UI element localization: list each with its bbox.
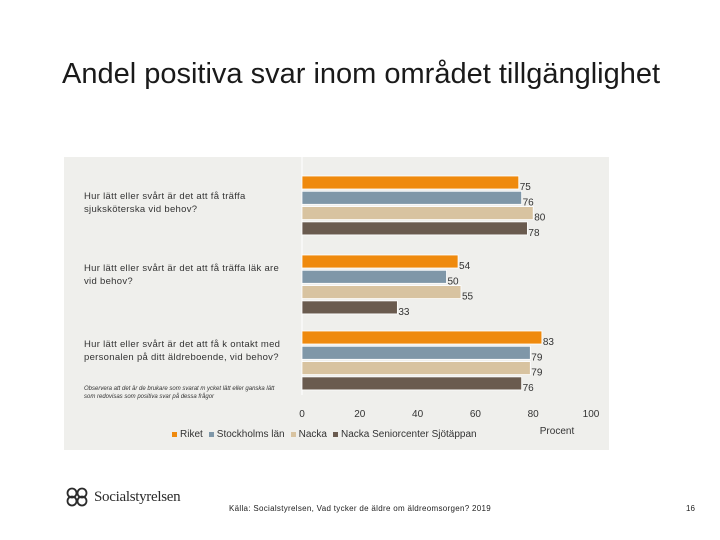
legend-swatch xyxy=(208,432,214,437)
question-label-1: Hur lätt eller svårt är det att få träff… xyxy=(84,191,246,215)
legend-item-nacka: Nacka xyxy=(290,429,327,440)
data-label: 76 xyxy=(523,383,535,394)
x-tick-label: 40 xyxy=(412,409,424,420)
logo-mark-icon xyxy=(66,487,88,507)
data-label: 54 xyxy=(459,261,471,272)
x-tick-label: 0 xyxy=(299,409,305,420)
bar-1-2 xyxy=(301,190,523,205)
data-label: 83 xyxy=(543,337,555,348)
legend-item-nacka-seniorcenter: Nacka Seniorcenter Sjötäppan xyxy=(332,429,477,440)
chart-legend: Riket Stockholms län Nacka Nacka Seniorc… xyxy=(172,429,477,440)
bar-3-4 xyxy=(301,376,523,391)
legend-swatch xyxy=(290,432,296,437)
legend-label: Stockholms län xyxy=(216,429,285,440)
data-label: 75 xyxy=(520,182,532,193)
bar-3-1 xyxy=(301,330,543,345)
data-label: 55 xyxy=(462,292,474,303)
bar-1-1 xyxy=(301,175,520,190)
bar-3-2 xyxy=(301,345,531,360)
data-label: 80 xyxy=(534,213,546,224)
x-tick-label: 100 xyxy=(583,409,600,420)
legend-swatch xyxy=(172,432,177,437)
slide-title: Andel positiva svar inom området tillgän… xyxy=(62,58,661,90)
data-label: 33 xyxy=(398,307,410,318)
bar-3-3 xyxy=(301,361,531,376)
chart-panel: 75 76 80 78 54 50 55 33 83 79 79 76 0 20 40 60 80 100 Proc… xyxy=(64,157,609,450)
bar-2-2 xyxy=(301,269,447,284)
x-tick-label: 60 xyxy=(470,409,482,420)
logo-wordmark: Socialstyrelsen xyxy=(94,488,181,505)
socialstyrelsen-logo: Socialstyrelsen xyxy=(64,487,181,507)
bar-2-4 xyxy=(301,300,398,315)
question-label-2: Hur lätt eller svårt är det att få träff… xyxy=(84,263,280,287)
legend-label: Nacka xyxy=(298,429,327,440)
data-label: 78 xyxy=(528,228,540,239)
data-label: 50 xyxy=(448,276,460,287)
page-number: 16 xyxy=(686,504,695,513)
question-label-3: Hur lätt eller svårt är det att få k ont… xyxy=(84,339,281,363)
bar-2-1 xyxy=(301,254,459,269)
x-tick-label: 80 xyxy=(528,409,540,420)
bar-1-3 xyxy=(301,206,534,220)
bar-1-4 xyxy=(301,221,528,236)
data-label: 79 xyxy=(531,368,543,379)
legend-label: Nacka Seniorcenter Sjötäppan xyxy=(340,429,477,440)
data-label: 76 xyxy=(523,197,535,208)
x-axis-title: Procent xyxy=(540,426,575,437)
x-tick-label: 20 xyxy=(354,409,366,420)
source-text: Källa: Socialstyrelsen, Vad tycker de äl… xyxy=(229,504,492,513)
legend-swatch xyxy=(332,432,338,437)
legend-item-riket: Riket xyxy=(172,429,203,440)
data-label: 79 xyxy=(531,352,543,363)
chart-note: Observera att det är de brukare som svar… xyxy=(84,386,275,400)
legend-label: Riket xyxy=(180,429,203,440)
legend-item-stockholms-lan: Stockholms län xyxy=(208,429,285,440)
bar-2-3 xyxy=(301,285,462,300)
